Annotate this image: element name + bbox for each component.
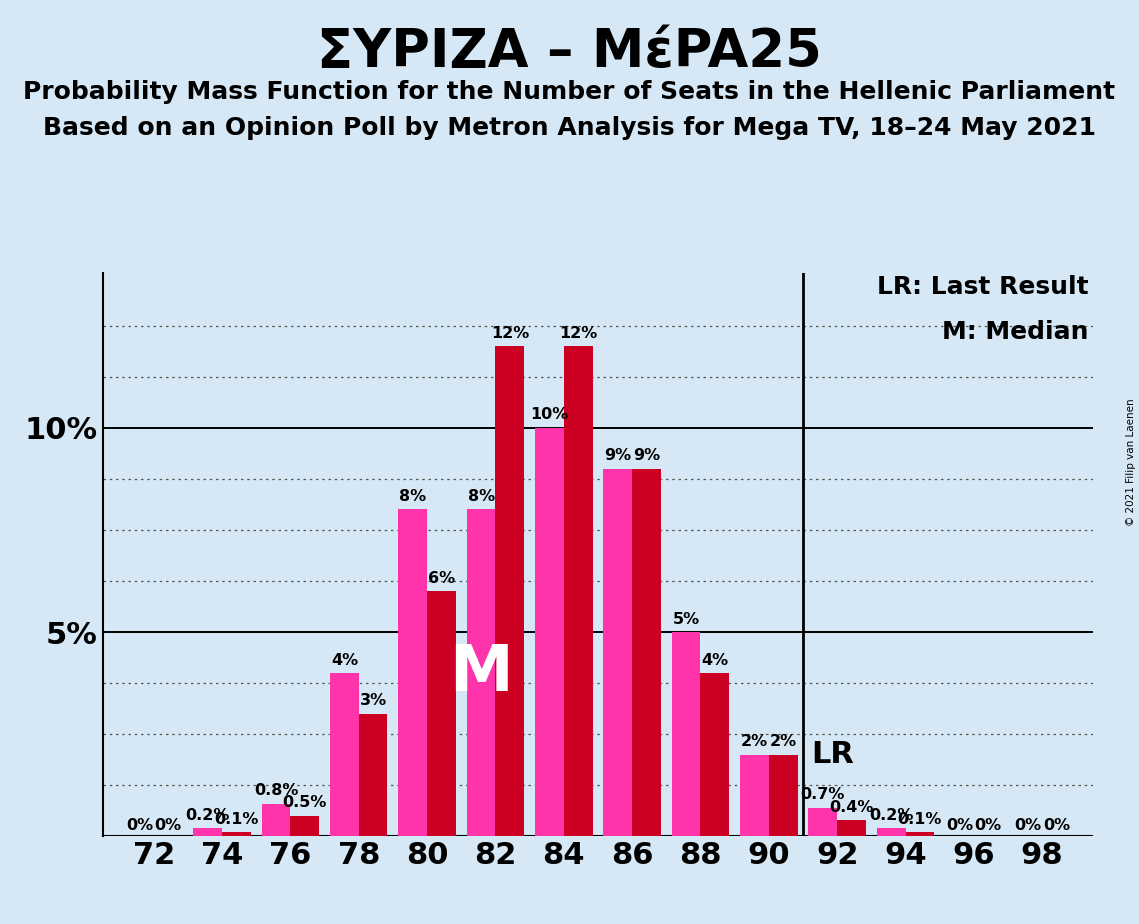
Bar: [809, 808, 837, 836]
Text: 0.4%: 0.4%: [829, 799, 874, 815]
Text: 9%: 9%: [633, 448, 661, 463]
Text: 0%: 0%: [1014, 818, 1041, 833]
Bar: [427, 591, 456, 836]
Bar: [467, 509, 495, 836]
Bar: [399, 509, 427, 836]
Text: 2%: 2%: [770, 735, 797, 749]
Text: © 2021 Filip van Laenen: © 2021 Filip van Laenen: [1125, 398, 1136, 526]
Text: 2%: 2%: [740, 735, 768, 749]
Text: LR: Last Result: LR: Last Result: [877, 275, 1089, 299]
Bar: [262, 804, 290, 836]
Text: 0%: 0%: [975, 818, 1002, 833]
Text: 3%: 3%: [360, 693, 387, 709]
Bar: [330, 673, 359, 836]
Bar: [906, 833, 934, 836]
Bar: [222, 833, 251, 836]
Bar: [877, 828, 906, 836]
Text: ΣΥΡΙΖΑ – ΜέPA25: ΣΥΡΙΖΑ – ΜέPA25: [317, 26, 822, 78]
Bar: [564, 346, 592, 836]
Text: 0.5%: 0.5%: [282, 796, 327, 810]
Bar: [194, 828, 222, 836]
Text: 12%: 12%: [559, 326, 597, 341]
Bar: [740, 755, 769, 836]
Bar: [604, 468, 632, 836]
Bar: [837, 820, 866, 836]
Text: 0.1%: 0.1%: [898, 812, 942, 827]
Text: 0.7%: 0.7%: [801, 787, 845, 802]
Text: 0%: 0%: [945, 818, 973, 833]
Text: 0.8%: 0.8%: [254, 784, 298, 798]
Bar: [359, 713, 387, 836]
Text: 0.2%: 0.2%: [186, 808, 230, 822]
Bar: [290, 816, 319, 836]
Text: 8%: 8%: [467, 489, 494, 505]
Bar: [535, 428, 564, 836]
Bar: [672, 632, 700, 836]
Bar: [495, 346, 524, 836]
Bar: [700, 673, 729, 836]
Text: Based on an Opinion Poll by Metron Analysis for Mega TV, 18–24 May 2021: Based on an Opinion Poll by Metron Analy…: [43, 116, 1096, 140]
Text: 10%: 10%: [531, 407, 568, 422]
Bar: [769, 755, 797, 836]
Text: 4%: 4%: [330, 652, 358, 667]
Text: 0%: 0%: [155, 818, 182, 833]
Text: M: Median: M: Median: [942, 321, 1089, 345]
Text: M: M: [449, 642, 513, 704]
Text: 5%: 5%: [672, 612, 699, 626]
Text: 0%: 0%: [1043, 818, 1071, 833]
Bar: [632, 468, 661, 836]
Text: LR: LR: [811, 740, 854, 769]
Text: 12%: 12%: [491, 326, 528, 341]
Text: 0.2%: 0.2%: [869, 808, 913, 822]
Text: 8%: 8%: [399, 489, 426, 505]
Text: 6%: 6%: [428, 571, 456, 586]
Text: 4%: 4%: [702, 652, 729, 667]
Text: 0.1%: 0.1%: [214, 812, 259, 827]
Text: Probability Mass Function for the Number of Seats in the Hellenic Parliament: Probability Mass Function for the Number…: [24, 80, 1115, 104]
Text: 0%: 0%: [125, 818, 153, 833]
Text: 9%: 9%: [604, 448, 631, 463]
